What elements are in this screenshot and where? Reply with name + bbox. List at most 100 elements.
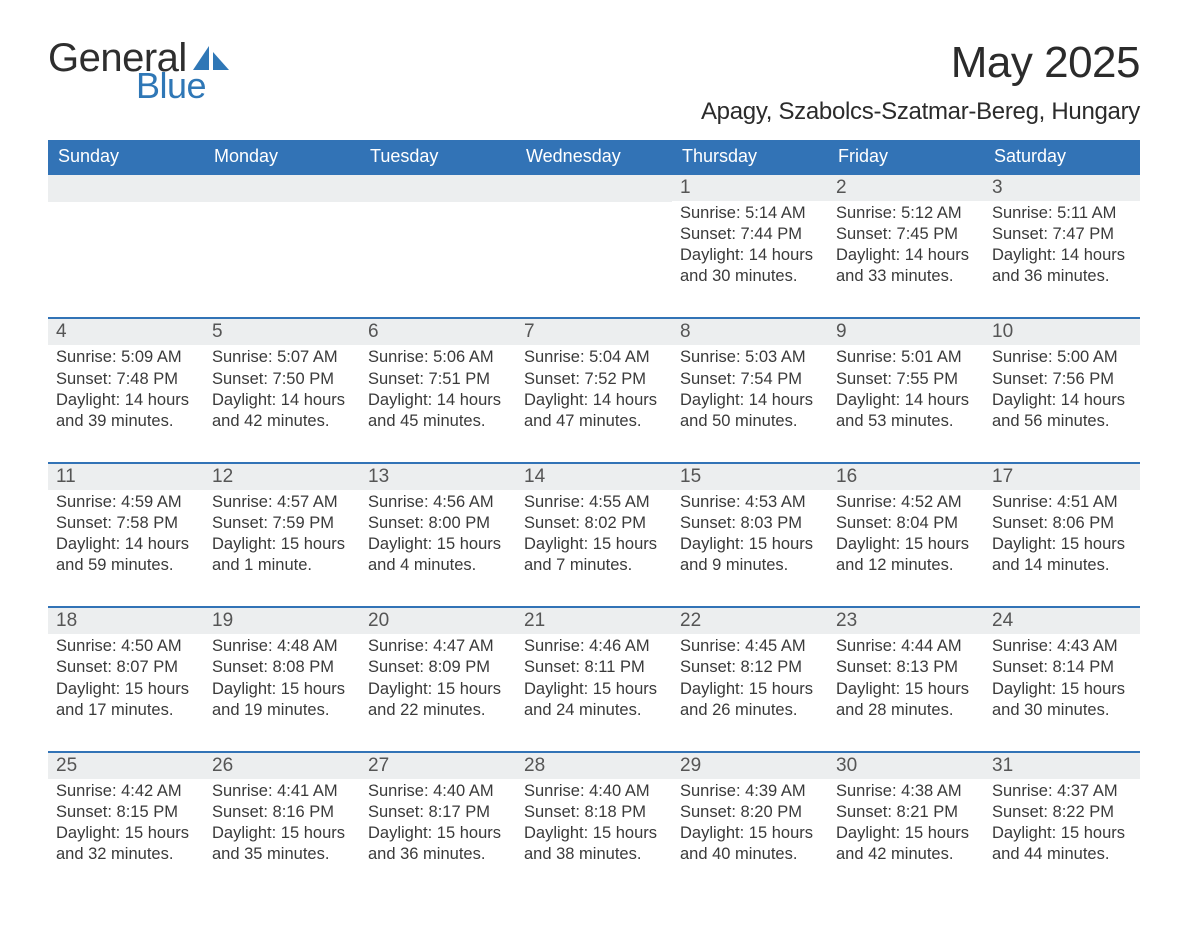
weekday-header: Saturday <box>984 140 1140 175</box>
sunset-line: Sunset: 7:52 PM <box>524 369 664 390</box>
day-strip-blank <box>360 175 516 202</box>
sunrise-line: Sunrise: 4:41 AM <box>212 781 352 802</box>
day-number: 17 <box>984 462 1140 490</box>
day-cell: 9Sunrise: 5:01 AMSunset: 7:55 PMDaylight… <box>828 317 984 461</box>
day-body: Sunrise: 4:44 AMSunset: 8:13 PMDaylight:… <box>828 634 984 750</box>
day-number: 16 <box>828 462 984 490</box>
sunrise-line: Sunrise: 5:11 AM <box>992 203 1132 224</box>
day-cell: 2Sunrise: 5:12 AMSunset: 7:45 PMDaylight… <box>828 175 984 317</box>
sunset-line: Sunset: 8:09 PM <box>368 657 508 678</box>
day-number: 27 <box>360 751 516 779</box>
sunrise-line: Sunrise: 5:12 AM <box>836 203 976 224</box>
sunrise-line: Sunrise: 4:39 AM <box>680 781 820 802</box>
sunrise-line: Sunrise: 4:50 AM <box>56 636 196 657</box>
daylight-line: Daylight: 14 hours and 36 minutes. <box>992 245 1132 287</box>
day-cell: 12Sunrise: 4:57 AMSunset: 7:59 PMDayligh… <box>204 462 360 606</box>
day-body: Sunrise: 5:14 AMSunset: 7:44 PMDaylight:… <box>672 201 828 317</box>
sunset-line: Sunset: 8:02 PM <box>524 513 664 534</box>
day-cell: 22Sunrise: 4:45 AMSunset: 8:12 PMDayligh… <box>672 606 828 750</box>
day-body: Sunrise: 5:12 AMSunset: 7:45 PMDaylight:… <box>828 201 984 317</box>
weekday-header-row: SundayMondayTuesdayWednesdayThursdayFrid… <box>48 140 1140 175</box>
day-cell: 19Sunrise: 4:48 AMSunset: 8:08 PMDayligh… <box>204 606 360 750</box>
day-body: Sunrise: 4:46 AMSunset: 8:11 PMDaylight:… <box>516 634 672 750</box>
brand-logo: General Blue <box>48 38 231 104</box>
sunset-line: Sunset: 8:03 PM <box>680 513 820 534</box>
sunset-line: Sunset: 7:48 PM <box>56 369 196 390</box>
daylight-line: Daylight: 14 hours and 39 minutes. <box>56 390 196 432</box>
daylight-line: Daylight: 14 hours and 50 minutes. <box>680 390 820 432</box>
weekday-header: Sunday <box>48 140 204 175</box>
day-number: 1 <box>672 175 828 201</box>
sunset-line: Sunset: 8:16 PM <box>212 802 352 823</box>
day-cell: 28Sunrise: 4:40 AMSunset: 8:18 PMDayligh… <box>516 751 672 895</box>
calendar-grid: SundayMondayTuesdayWednesdayThursdayFrid… <box>48 140 1140 895</box>
day-cell: 21Sunrise: 4:46 AMSunset: 8:11 PMDayligh… <box>516 606 672 750</box>
day-cell: 25Sunrise: 4:42 AMSunset: 8:15 PMDayligh… <box>48 751 204 895</box>
day-body: Sunrise: 4:40 AMSunset: 8:18 PMDaylight:… <box>516 779 672 895</box>
day-number: 29 <box>672 751 828 779</box>
sunset-line: Sunset: 7:59 PM <box>212 513 352 534</box>
day-cell: 1Sunrise: 5:14 AMSunset: 7:44 PMDaylight… <box>672 175 828 317</box>
daylight-line: Daylight: 14 hours and 33 minutes. <box>836 245 976 287</box>
day-number: 7 <box>516 317 672 345</box>
week-row: 1Sunrise: 5:14 AMSunset: 7:44 PMDaylight… <box>48 175 1140 317</box>
sunrise-line: Sunrise: 4:48 AM <box>212 636 352 657</box>
day-cell: 30Sunrise: 4:38 AMSunset: 8:21 PMDayligh… <box>828 751 984 895</box>
day-number: 3 <box>984 175 1140 201</box>
day-cell: 29Sunrise: 4:39 AMSunset: 8:20 PMDayligh… <box>672 751 828 895</box>
sunset-line: Sunset: 8:18 PM <box>524 802 664 823</box>
day-cell: 6Sunrise: 5:06 AMSunset: 7:51 PMDaylight… <box>360 317 516 461</box>
day-number: 11 <box>48 462 204 490</box>
day-body: Sunrise: 4:53 AMSunset: 8:03 PMDaylight:… <box>672 490 828 606</box>
daylight-line: Daylight: 15 hours and 42 minutes. <box>836 823 976 865</box>
day-body: Sunrise: 5:03 AMSunset: 7:54 PMDaylight:… <box>672 345 828 461</box>
sunrise-line: Sunrise: 4:51 AM <box>992 492 1132 513</box>
daylight-line: Daylight: 15 hours and 7 minutes. <box>524 534 664 576</box>
day-number: 24 <box>984 606 1140 634</box>
day-number: 8 <box>672 317 828 345</box>
daylight-line: Daylight: 14 hours and 42 minutes. <box>212 390 352 432</box>
daylight-line: Daylight: 14 hours and 59 minutes. <box>56 534 196 576</box>
day-number: 10 <box>984 317 1140 345</box>
sunset-line: Sunset: 7:51 PM <box>368 369 508 390</box>
sunrise-line: Sunrise: 5:03 AM <box>680 347 820 368</box>
daylight-line: Daylight: 15 hours and 4 minutes. <box>368 534 508 576</box>
sunrise-line: Sunrise: 5:06 AM <box>368 347 508 368</box>
daylight-line: Daylight: 14 hours and 53 minutes. <box>836 390 976 432</box>
daylight-line: Daylight: 15 hours and 28 minutes. <box>836 679 976 721</box>
brand-text-blue: Blue <box>136 68 206 104</box>
day-cell-blank <box>360 175 516 317</box>
weekday-header: Monday <box>204 140 360 175</box>
day-body: Sunrise: 5:01 AMSunset: 7:55 PMDaylight:… <box>828 345 984 461</box>
sunrise-line: Sunrise: 4:53 AM <box>680 492 820 513</box>
sunset-line: Sunset: 8:12 PM <box>680 657 820 678</box>
day-strip-blank <box>204 175 360 202</box>
day-body: Sunrise: 4:39 AMSunset: 8:20 PMDaylight:… <box>672 779 828 895</box>
day-body: Sunrise: 5:04 AMSunset: 7:52 PMDaylight:… <box>516 345 672 461</box>
daylight-line: Daylight: 15 hours and 24 minutes. <box>524 679 664 721</box>
day-number: 2 <box>828 175 984 201</box>
daylight-line: Daylight: 15 hours and 22 minutes. <box>368 679 508 721</box>
day-cell: 27Sunrise: 4:40 AMSunset: 8:17 PMDayligh… <box>360 751 516 895</box>
sunset-line: Sunset: 8:15 PM <box>56 802 196 823</box>
day-cell: 10Sunrise: 5:00 AMSunset: 7:56 PMDayligh… <box>984 317 1140 461</box>
day-number: 4 <box>48 317 204 345</box>
day-number: 22 <box>672 606 828 634</box>
day-body: Sunrise: 4:38 AMSunset: 8:21 PMDaylight:… <box>828 779 984 895</box>
day-cell: 11Sunrise: 4:59 AMSunset: 7:58 PMDayligh… <box>48 462 204 606</box>
sunset-line: Sunset: 8:04 PM <box>836 513 976 534</box>
sunrise-line: Sunrise: 5:14 AM <box>680 203 820 224</box>
daylight-line: Daylight: 15 hours and 26 minutes. <box>680 679 820 721</box>
week-row: 25Sunrise: 4:42 AMSunset: 8:15 PMDayligh… <box>48 751 1140 895</box>
sunset-line: Sunset: 8:21 PM <box>836 802 976 823</box>
week-row: 11Sunrise: 4:59 AMSunset: 7:58 PMDayligh… <box>48 462 1140 606</box>
day-cell: 3Sunrise: 5:11 AMSunset: 7:47 PMDaylight… <box>984 175 1140 317</box>
sunset-line: Sunset: 8:08 PM <box>212 657 352 678</box>
day-cell: 15Sunrise: 4:53 AMSunset: 8:03 PMDayligh… <box>672 462 828 606</box>
day-number: 15 <box>672 462 828 490</box>
day-body: Sunrise: 4:59 AMSunset: 7:58 PMDaylight:… <box>48 490 204 606</box>
day-cell: 26Sunrise: 4:41 AMSunset: 8:16 PMDayligh… <box>204 751 360 895</box>
day-body: Sunrise: 4:50 AMSunset: 8:07 PMDaylight:… <box>48 634 204 750</box>
day-number: 19 <box>204 606 360 634</box>
day-body: Sunrise: 4:42 AMSunset: 8:15 PMDaylight:… <box>48 779 204 895</box>
